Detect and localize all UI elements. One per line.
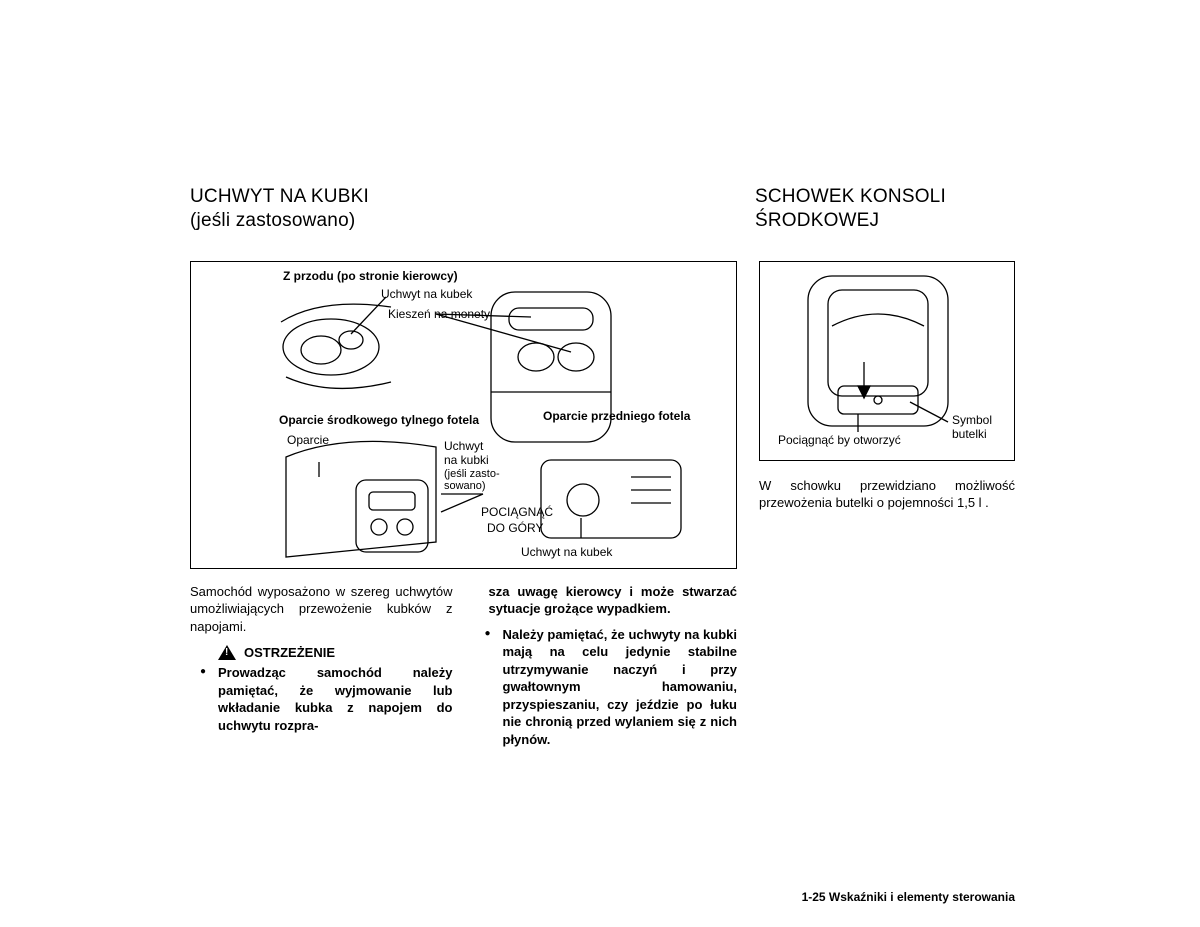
figure-cup-holders: Z przodu (po stronie kierowcy) Uchwyt na… — [190, 261, 737, 569]
label-pull-to-open: Pociągnąć by otworzyć — [778, 434, 901, 448]
heading-left-line2: (jeśli zastosowano) — [190, 209, 369, 233]
label-rear-center-back: Oparcie środkowego tylnego fotela — [279, 414, 479, 428]
text-col-2: sza uwagę kierowcy i może stwarzać sytua… — [475, 583, 738, 755]
intro-paragraph: Samochód wyposażono w szereg uchwytów um… — [190, 583, 453, 636]
heading-right: SCHOWEK KONSOLI ŚRODKOWEJ — [755, 185, 1015, 233]
label-backrest: Oparcie — [287, 434, 329, 448]
col2-continuation: sza uwagę kierowcy i może stwarzać sytua… — [475, 583, 738, 618]
heading-right-line1: SCHOWEK KONSOLI — [755, 185, 1015, 209]
page-content: UCHWYT NA KUBKI (jeśli zastosowano) SCHO… — [190, 185, 1015, 754]
text-columns: Samochód wyposażono w szereg uchwytów um… — [190, 583, 737, 755]
warning-label: OSTRZEŻENIE — [244, 645, 335, 660]
heading-right-line2: ŚRODKOWEJ — [755, 209, 1015, 233]
left-column: Z przodu (po stronie kierowcy) Uchwyt na… — [190, 261, 737, 755]
text-col-1: Samochód wyposażono w szereg uchwytów um… — [190, 583, 453, 755]
content-row: Z przodu (po stronie kierowcy) Uchwyt na… — [190, 261, 1015, 755]
bullet-1: Prowadząc samochód należy pamiętać, że w… — [204, 664, 453, 734]
heading-left: UCHWYT NA KUBKI (jeśli zastosowano) — [190, 185, 369, 233]
right-column: Pociągnąć by otworzyć Symbol butelki W s… — [759, 261, 1015, 755]
label-if-fitted-l1: (jeśli zasto- — [444, 468, 500, 481]
warning-heading: OSTRZEŻENIE — [218, 645, 453, 660]
label-pull-up-l2: DO GÓRY — [487, 522, 543, 536]
bullet-list-1: Prowadząc samochód należy pamiętać, że w… — [190, 664, 453, 734]
label-pull-up-l1: POCIĄGNĄĆ — [481, 506, 553, 520]
bullet-2: Należy pamiętać, że uchwyty na kubki maj… — [489, 626, 738, 749]
warning-triangle-icon — [218, 645, 236, 660]
label-cup-holder-bottom: Uchwyt na kubek — [521, 546, 612, 560]
label-coin-pocket: Kieszeń na monety — [388, 308, 490, 322]
figure-console-box: Pociągnąć by otworzyć Symbol butelki — [759, 261, 1015, 461]
label-front-seat-back: Oparcie przedniego fotela — [543, 410, 690, 424]
heading-row: UCHWYT NA KUBKI (jeśli zastosowano) SCHO… — [190, 185, 1015, 233]
label-if-fitted-l2: sowano) — [444, 480, 486, 493]
label-cup-holder-top: Uchwyt na kubek — [381, 288, 472, 302]
page-footer: 1-25 Wskaźniki i elementy sterowania — [802, 890, 1015, 904]
heading-left-line1: UCHWYT NA KUBKI — [190, 185, 369, 209]
label-cup-holders-l1: Uchwyt — [444, 440, 483, 454]
bullet-list-2: Należy pamiętać, że uchwyty na kubki maj… — [475, 626, 738, 749]
label-bottle-symbol-l2: butelki — [952, 428, 987, 442]
label-front-driver-side: Z przodu (po stronie kierowcy) — [283, 270, 458, 284]
label-bottle-symbol-l1: Symbol — [952, 414, 992, 428]
label-cup-holders-l2: na kubki — [444, 454, 489, 468]
right-body-text: W schowku przewidziano możliwość przewoż… — [759, 477, 1015, 512]
